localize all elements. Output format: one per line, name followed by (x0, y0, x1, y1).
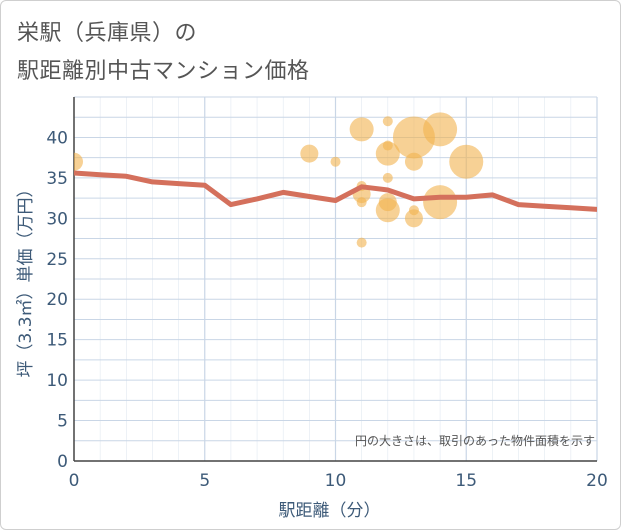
x-tick-label: 20 (586, 471, 608, 491)
bubble-point (423, 185, 458, 220)
y-tick-label: 30 (46, 209, 68, 229)
average-price-line (74, 170, 597, 212)
x-axis-title: 駅距離（分） (279, 501, 381, 521)
bubble-point (330, 156, 341, 167)
y-tick-label: 0 (57, 452, 68, 472)
y-axis-title: 坪（3.3㎡）単価（万円） (16, 180, 36, 377)
x-tick-label: 15 (455, 471, 477, 491)
y-tick-label: 35 (46, 169, 68, 189)
bubble-point (449, 144, 484, 179)
bubble-size-note: 円の大きさは、取引のあった物件面積を示す (355, 433, 595, 448)
bubble-point (404, 152, 423, 171)
bubble-point (375, 198, 400, 223)
bubble-point (349, 117, 374, 142)
y-tick-label: 10 (46, 371, 68, 391)
bubble-point (404, 209, 423, 228)
chart-title-line-1: 栄駅（兵庫県）の (17, 21, 198, 46)
plot-area (74, 112, 597, 248)
bubble-point (300, 144, 319, 163)
bubble-point (356, 197, 367, 208)
bubble-point (375, 141, 400, 166)
bubble-point (356, 237, 367, 248)
x-tick-label: 0 (69, 471, 80, 491)
x-tick-label: 10 (325, 471, 347, 491)
bubble-point (382, 116, 393, 127)
bubble-point (423, 112, 458, 147)
y-tick-label: 15 (46, 331, 68, 351)
chart-title-line-2: 駅距離別中古マンション価格 (17, 59, 310, 84)
bubble-point (382, 172, 393, 183)
y-tick-label: 25 (46, 250, 68, 270)
y-tick-label: 5 (57, 412, 68, 432)
x-tick-label: 5 (199, 471, 210, 491)
bubble-point (74, 152, 83, 171)
y-tick-label: 20 (46, 290, 68, 310)
y-tick-label: 40 (46, 128, 68, 148)
